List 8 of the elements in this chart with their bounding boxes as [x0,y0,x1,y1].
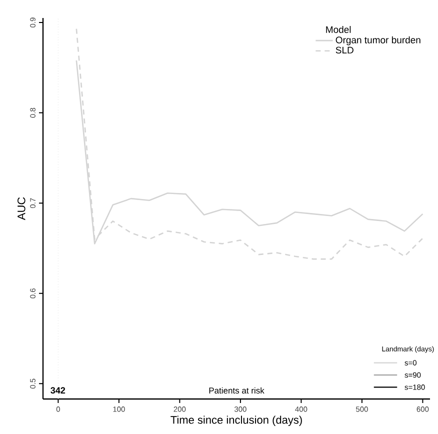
legend-label: SLD [336,46,354,54]
line-series [76,28,424,260]
legend-title: Model [326,26,351,33]
legend-label: Organ tumor burden [336,36,420,46]
y-axis-title: AUC [18,197,26,220]
annotation: 342 [50,387,66,394]
annotation: Patients at risk [209,387,264,394]
x-axis-title: Time since inclusion (days) [170,416,302,426]
